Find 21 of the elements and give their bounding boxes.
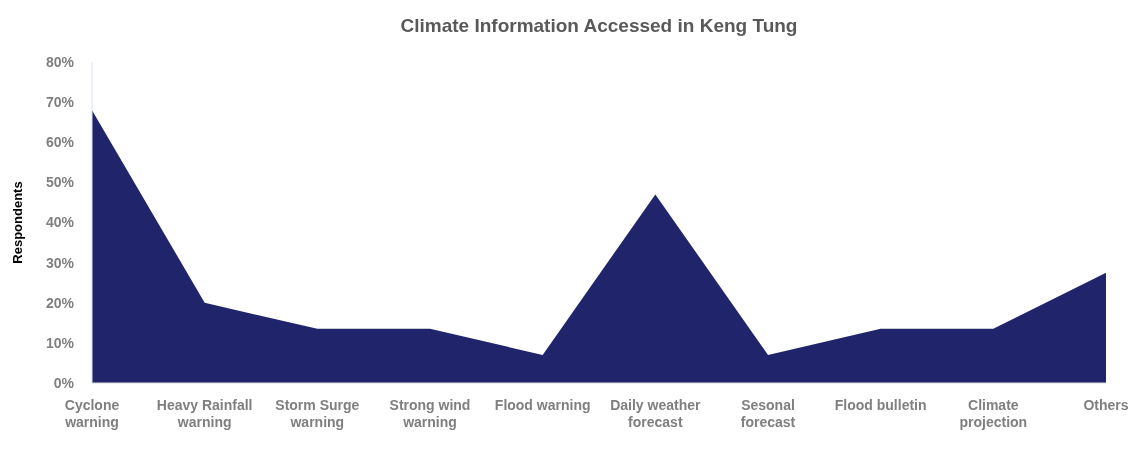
x-tick-label: Cyclone warning xyxy=(64,397,120,430)
x-tick-label: Sesonal forecast xyxy=(740,397,796,430)
y-tick-label: 70% xyxy=(45,94,75,111)
x-tick-label: Heavy Rainfall warning xyxy=(156,397,253,430)
x-tick-label: Storm Surge warning xyxy=(275,397,360,430)
y-tick-label: 60% xyxy=(45,134,75,151)
x-tick-label: Daily weather forecast xyxy=(610,397,702,430)
y-tick-label: 40% xyxy=(45,214,75,231)
chart-title: Climate Information Accessed in Keng Tung xyxy=(400,15,798,36)
y-tick-label: 50% xyxy=(45,174,75,191)
y-axis-title: Respondents xyxy=(10,181,25,264)
x-tick-label: Others xyxy=(1083,397,1129,413)
y-tick-label: 20% xyxy=(45,294,75,311)
y-tick-label: 30% xyxy=(45,254,75,271)
x-tick-label: Flood warning xyxy=(494,397,591,413)
x-tick-label: Flood bulletin xyxy=(834,397,927,413)
x-tick-label: Climate projection xyxy=(959,397,1028,430)
y-tick-label: 80% xyxy=(45,53,75,70)
y-tick-label: 10% xyxy=(45,334,75,351)
x-tick-label: Strong wind warning xyxy=(389,397,471,430)
y-tick-label: 0% xyxy=(53,374,75,391)
